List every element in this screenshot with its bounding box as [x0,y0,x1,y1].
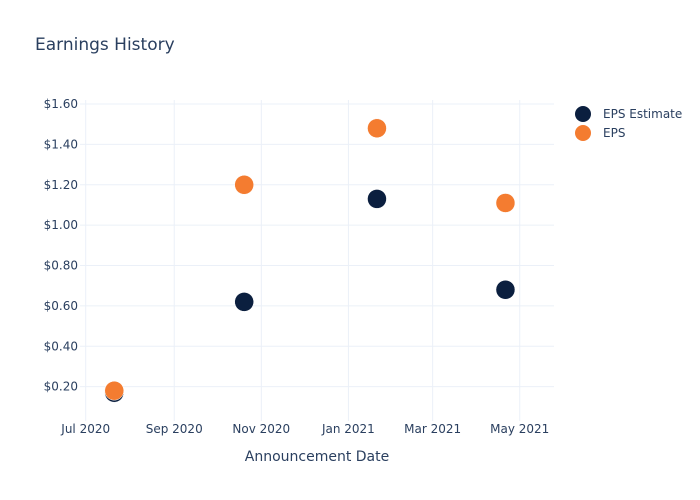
data-points [104,118,516,403]
legend: EPS Estimate EPS [575,106,682,141]
series-eps [104,118,516,401]
eps-point[interactable] [234,175,254,195]
eps-estimate-point[interactable] [495,280,516,300]
x-tick-label: Jan 2021 [321,422,375,436]
x-tick-label: Mar 2021 [404,422,461,436]
x-tick-label: Nov 2020 [232,422,290,436]
y-tick-label: $1.40 [44,137,78,151]
y-tick-label: $1.60 [44,97,78,111]
series-eps-estimate [104,189,516,403]
legend-label[interactable]: EPS [603,126,625,140]
legend-marker [575,106,591,122]
legend-marker [575,125,591,141]
x-axis-title: Announcement Date [245,449,389,465]
eps-point[interactable] [495,193,516,213]
legend-label[interactable]: EPS Estimate [603,107,682,121]
y-tick-label: $0.80 [44,259,78,273]
y-tick-label: $1.20 [44,178,78,192]
y-tick-label: $0.20 [44,380,78,394]
x-axis-ticks: Jul 2020 Sep 2020 Nov 2020 Jan 2021 Mar 2021… [60,422,549,436]
eps-point[interactable] [367,118,387,139]
y-axis-ticks: $0.20 $0.40 $0.60 $0.80 $1.00 $1.20 $1.40 $1.60 [44,97,78,394]
x-tick-label: Sep 2020 [146,422,203,436]
eps-estimate-point[interactable] [367,189,387,209]
x-tick-label: Jul 2020 [60,422,110,436]
y-tick-label: $1.00 [44,218,78,232]
y-tick-label: $0.40 [44,339,78,353]
eps-estimate-point[interactable] [234,292,254,312]
x-tick-label: May 2021 [490,422,549,436]
grid [80,100,554,421]
chart-title: Earnings History [35,35,175,55]
y-tick-label: $0.60 [44,299,78,313]
eps-point[interactable] [104,380,125,401]
